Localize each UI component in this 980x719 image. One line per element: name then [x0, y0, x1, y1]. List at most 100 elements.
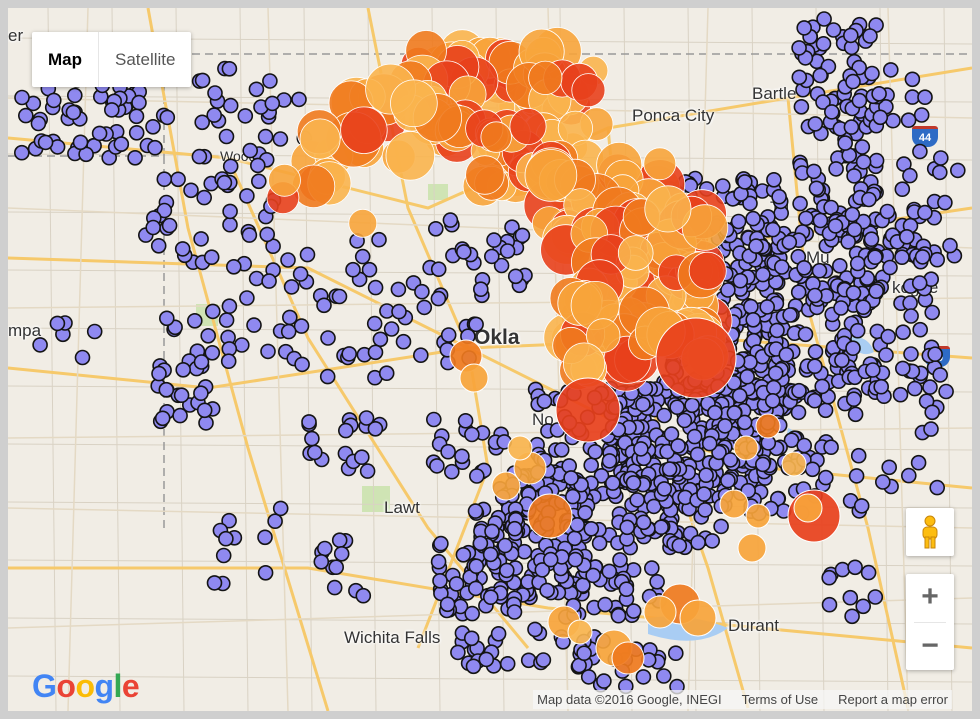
well-marker[interactable] [442, 212, 459, 228]
well-marker[interactable] [337, 422, 354, 439]
well-marker[interactable] [767, 365, 784, 382]
well-marker[interactable] [14, 89, 30, 106]
well-marker[interactable] [792, 195, 808, 212]
earthquake-marker[interactable] [340, 106, 388, 154]
well-marker[interactable] [161, 217, 178, 234]
well-marker[interactable] [949, 162, 966, 179]
well-marker[interactable] [591, 535, 608, 552]
well-marker[interactable] [790, 284, 807, 301]
well-marker[interactable] [569, 516, 586, 533]
well-marker[interactable] [72, 134, 89, 151]
well-marker[interactable] [262, 73, 278, 89]
well-marker[interactable] [629, 492, 646, 508]
well-marker[interactable] [831, 257, 848, 274]
well-marker[interactable] [806, 358, 823, 375]
well-marker[interactable] [796, 259, 812, 276]
well-marker[interactable] [612, 552, 628, 568]
well-marker[interactable] [625, 603, 642, 619]
well-marker[interactable] [791, 382, 807, 399]
well-marker[interactable] [714, 178, 731, 194]
well-marker[interactable] [535, 652, 552, 668]
well-marker[interactable] [170, 171, 186, 188]
well-marker[interactable] [676, 412, 693, 429]
well-marker[interactable] [791, 40, 807, 56]
well-marker[interactable] [923, 421, 939, 437]
well-marker[interactable] [690, 534, 706, 551]
well-marker[interactable] [440, 327, 457, 343]
well-marker[interactable] [855, 299, 872, 316]
well-marker[interactable] [145, 119, 161, 135]
well-marker[interactable] [203, 249, 220, 265]
well-marker[interactable] [796, 437, 813, 454]
earthquake-marker[interactable] [385, 131, 435, 181]
well-marker[interactable] [937, 194, 953, 211]
well-marker[interactable] [429, 458, 445, 474]
well-marker[interactable] [32, 337, 48, 353]
well-marker[interactable] [486, 232, 502, 248]
well-marker[interactable] [367, 279, 384, 296]
well-marker[interactable] [924, 404, 941, 421]
well-marker[interactable] [383, 321, 400, 337]
well-marker[interactable] [158, 381, 175, 398]
earthquake-marker[interactable] [586, 318, 621, 353]
well-marker[interactable] [272, 500, 289, 517]
well-marker[interactable] [618, 581, 635, 598]
well-marker[interactable] [472, 535, 489, 552]
well-marker[interactable] [759, 299, 776, 315]
well-marker[interactable] [932, 367, 949, 383]
well-marker[interactable] [790, 404, 807, 421]
well-marker[interactable] [427, 221, 444, 237]
well-marker[interactable] [222, 158, 239, 175]
well-marker[interactable] [864, 362, 881, 378]
well-marker[interactable] [463, 630, 480, 647]
well-marker[interactable] [663, 426, 680, 442]
well-marker[interactable] [720, 472, 736, 489]
well-marker[interactable] [873, 378, 890, 395]
well-marker[interactable] [849, 255, 866, 272]
well-marker[interactable] [267, 513, 283, 530]
well-marker[interactable] [206, 107, 222, 123]
well-marker[interactable] [815, 35, 832, 52]
well-marker[interactable] [806, 163, 822, 180]
well-marker[interactable] [845, 285, 862, 301]
well-marker[interactable] [196, 402, 213, 419]
earthquake-marker[interactable] [509, 108, 547, 146]
well-marker[interactable] [174, 241, 191, 257]
well-marker[interactable] [454, 448, 470, 465]
well-marker[interactable] [817, 469, 834, 486]
well-marker[interactable] [359, 463, 376, 479]
well-marker[interactable] [341, 346, 358, 362]
well-marker[interactable] [156, 202, 173, 219]
well-marker[interactable] [731, 387, 748, 404]
map-canvas[interactable]: Ponca City Bartle Woodwa Tu Okla Mu koge… [8, 8, 972, 711]
earthquake-marker[interactable] [643, 595, 677, 629]
well-marker[interactable] [892, 386, 909, 403]
well-marker[interactable] [242, 142, 258, 159]
well-marker[interactable] [91, 125, 108, 142]
well-marker[interactable] [894, 181, 911, 197]
well-marker[interactable] [845, 340, 861, 357]
earthquake-marker[interactable] [524, 149, 578, 202]
well-marker[interactable] [823, 439, 839, 456]
earthquake-marker[interactable] [299, 118, 341, 160]
well-marker[interactable] [793, 99, 810, 115]
well-marker[interactable] [745, 210, 761, 227]
well-marker[interactable] [412, 347, 429, 364]
well-marker[interactable] [797, 326, 814, 343]
well-marker[interactable] [248, 81, 265, 98]
well-marker[interactable] [251, 173, 267, 190]
well-marker[interactable] [625, 475, 642, 491]
well-marker[interactable] [903, 346, 919, 362]
earthquake-marker[interactable] [348, 208, 378, 238]
well-marker[interactable] [834, 561, 851, 578]
well-marker[interactable] [881, 459, 898, 476]
well-marker[interactable] [191, 148, 208, 165]
well-marker[interactable] [868, 152, 885, 169]
earthquake-marker[interactable] [755, 413, 781, 439]
earthquake-marker[interactable] [491, 471, 521, 501]
well-marker[interactable] [894, 360, 911, 377]
well-marker[interactable] [814, 378, 831, 395]
well-marker[interactable] [765, 379, 782, 396]
well-marker[interactable] [867, 249, 883, 265]
earthquake-marker[interactable] [688, 251, 727, 290]
